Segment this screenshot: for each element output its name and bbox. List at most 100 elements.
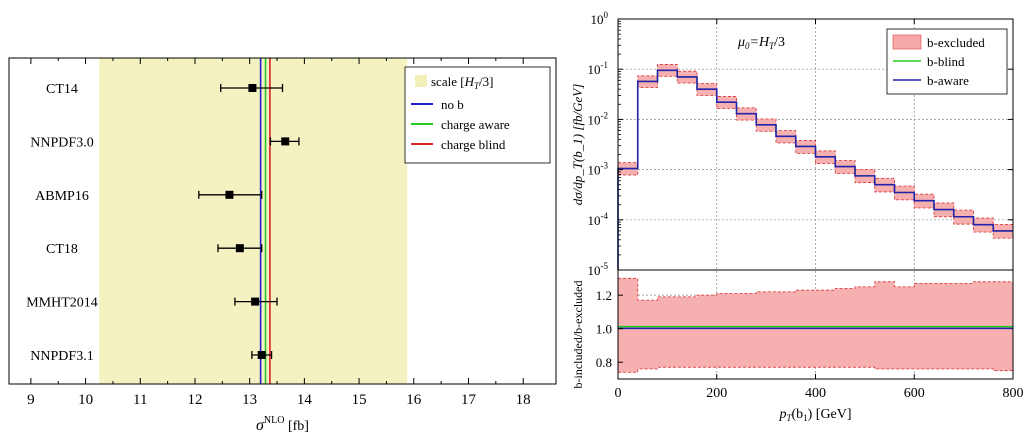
y-tick-base: 10 [588, 263, 601, 278]
x-tick-label: 200 [706, 386, 727, 401]
left-legend-lines: no b charge aware charge blind [411, 97, 510, 152]
right-ticks: 0 200 400 600 80010010-110-210-310-410-50.81… [588, 10, 1024, 401]
legend-swatch-b-excluded [892, 34, 922, 50]
y-tick-base: 10 [588, 112, 601, 127]
point-CT14 [220, 84, 284, 92]
ratio-tick-label: 1.0 [596, 322, 612, 337]
left-legend-box [404, 66, 551, 164]
legend-label-no-b: no b [441, 97, 464, 112]
central-histogram [617, 69, 1013, 270]
point-CT18 [217, 244, 263, 253]
left-panel: CT14 NNPDF3.0 ABMP16 CT18 MMHT2014 NNPDF3.1 9… [8, 57, 557, 434]
b-aware-histogram [617, 69, 1013, 270]
ry-top: dσ/dp_T(b_1) [fb/GeV] [570, 84, 585, 206]
rx-sub: T [786, 413, 792, 423]
annot-mu: μ [737, 35, 745, 50]
legend-scale-text: scale [ [431, 74, 465, 89]
ratio-lower-edge [618, 366, 1013, 373]
legend-scale-label: scale [HT/3] [431, 74, 493, 91]
legend-label-b-blind: b-blind [927, 54, 965, 69]
pdf-label-NNPDF3.0: NNPDF3.0 [30, 135, 93, 150]
annot-tail: /3 [774, 35, 785, 50]
x-tick-label: 10 [78, 392, 93, 408]
left-x-axis-label: σNLO [fb] [256, 415, 309, 434]
legend-scale-swatch [415, 75, 427, 87]
annot-rest: =H [750, 35, 770, 50]
ratio-band [618, 277, 1013, 373]
pdf-label-MMHT2014: MMHT2014 [26, 296, 98, 311]
x-tick-label: 16 [406, 392, 422, 408]
x-tick-label: 11 [133, 392, 147, 408]
y-tick-base: 10 [591, 12, 604, 27]
y-tick-label: 100 [591, 10, 609, 27]
y-tick-exp: -4 [601, 211, 609, 221]
y-tick-base: 10 [588, 213, 601, 228]
pdf-label-ABMP16: ABMP16 [35, 189, 89, 204]
y-tick-exp: -3 [601, 161, 609, 171]
point-marker [257, 351, 266, 359]
x-tick-label: 0 [615, 386, 622, 401]
ratio-tick-label: 1.2 [596, 288, 612, 303]
y-tick-base: 10 [588, 62, 601, 77]
y-tick-exp: 0 [604, 10, 609, 20]
x-tick-label: 800 [1003, 386, 1024, 401]
x-tick-label: 400 [805, 386, 826, 401]
rx-tail: ) [GeV] [808, 407, 852, 422]
legend-scale-var: H [464, 74, 475, 89]
pdf-label-NNPDF3.1: NNPDF3.1 [30, 349, 93, 364]
ratio-y-axis-label: b-included/b-excluded [571, 281, 585, 389]
right-panel: 0 200 400 600 80010010-110-210-310-410-50.81… [570, 10, 1024, 423]
annot-mu-sub: 0 [745, 41, 750, 51]
x-tick-label: 9 [27, 392, 35, 408]
point-MMHT2014 [234, 297, 278, 306]
left-legend: scale [HT/3] no b charge aware charge blin… [404, 66, 551, 164]
legend-label-b-aware: b-aware [927, 73, 969, 88]
x-tick-label: 12 [187, 392, 202, 408]
pdf-label-CT14: CT14 [46, 82, 78, 97]
ratio-tick-label: 0.8 [596, 355, 612, 370]
left-x-ticks: 9 10 11 12 13 14 15 16 17 18 [27, 58, 531, 408]
legend-scale-tail: /3] [479, 74, 493, 89]
left-xlabel-sigma: σ [256, 417, 265, 434]
y-tick-base: 10 [588, 163, 601, 178]
pdf-label-CT18: CT18 [46, 242, 78, 257]
pdf-labels: CT14 NNPDF3.0 ABMP16 CT18 MMHT2014 NNPDF3.1 [26, 82, 98, 364]
point-marker [281, 137, 290, 146]
x-tick-label: 14 [297, 392, 313, 408]
ratio-lines [618, 325, 1013, 330]
x-tick-label: 15 [352, 392, 367, 408]
y-tick-label: 10-2 [588, 110, 609, 127]
ratio-upper-edge [618, 277, 1013, 301]
legend-label-charge-aware: charge aware [441, 117, 510, 132]
right-x-axis-label: pT(b1) [GeV] [778, 407, 851, 423]
point-marker [248, 84, 257, 92]
right-legend: b-excluded b-blind b-aware [886, 28, 1008, 95]
point-NNPDF3.1 [251, 351, 273, 359]
y-tick-label: 10-5 [588, 261, 609, 278]
rx-rest: (b [791, 407, 803, 422]
pdf-points [198, 84, 300, 359]
point-marker [251, 297, 260, 306]
legend-label-charge-blind: charge blind [441, 137, 506, 152]
point-marker [225, 190, 234, 199]
rx-p: p [778, 407, 786, 422]
scale-band [99, 58, 408, 384]
rx-rest-sub: 1 [803, 413, 808, 423]
scale-annotation: μ0=HT/3 [737, 35, 785, 51]
y-tick-exp: -2 [601, 110, 609, 120]
point-ABMP16 [198, 190, 263, 199]
left-xlabel-unit: [fb] [284, 419, 309, 434]
point-NNPDF3.0 [269, 137, 300, 146]
x-tick-label: 13 [242, 392, 257, 408]
y-tick-exp: -1 [601, 60, 609, 70]
left-xlabel-sup: NLO [264, 415, 285, 426]
y-tick-exp: -5 [601, 261, 609, 271]
reference-lines [259, 58, 271, 384]
legend-scale-sub: T [474, 81, 480, 91]
annot-rest-sub: T [769, 41, 775, 51]
legend-label-b-excluded: b-excluded [927, 35, 985, 50]
right-legend-items: b-excluded b-blind b-aware [892, 34, 985, 88]
x-tick-label: 18 [516, 392, 531, 408]
top-y-axis-label: dσ/dp_T(b_1) [fb/GeV] [570, 84, 585, 206]
